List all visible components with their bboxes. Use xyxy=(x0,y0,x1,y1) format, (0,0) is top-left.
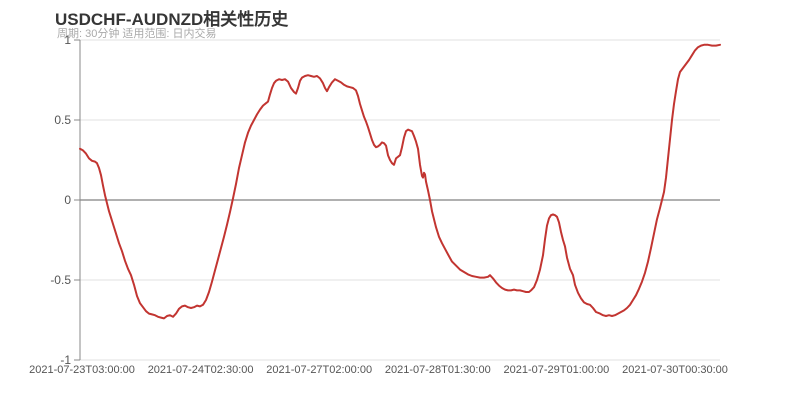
correlation-line-series xyxy=(79,43,721,320)
y-tick-label: -0.5 xyxy=(50,273,71,287)
y-tick-label: 1 xyxy=(64,33,71,47)
chart-subtitle: 周期: 30分钟 适用范围: 日内交易 xyxy=(57,28,217,40)
y-tick-label: 0.5 xyxy=(54,113,71,127)
x-tick-label: 2021-07-27T02:00:00 xyxy=(266,364,372,376)
chart-title: USDCHF-AUDNZD相关性历史 xyxy=(55,10,289,29)
x-tick-label: 2021-07-30T00:30:00 xyxy=(622,364,728,376)
x-tick-label: 2021-07-23T03:00:00 xyxy=(29,364,135,376)
x-tick-label: 2021-07-28T01:30:00 xyxy=(385,364,491,376)
y-tick-label: -1 xyxy=(60,353,71,367)
y-tick-label: 0 xyxy=(64,193,71,207)
x-tick-label: 2021-07-24T02:30:00 xyxy=(148,364,254,376)
x-tick-label: 2021-07-29T01:00:00 xyxy=(503,364,609,376)
